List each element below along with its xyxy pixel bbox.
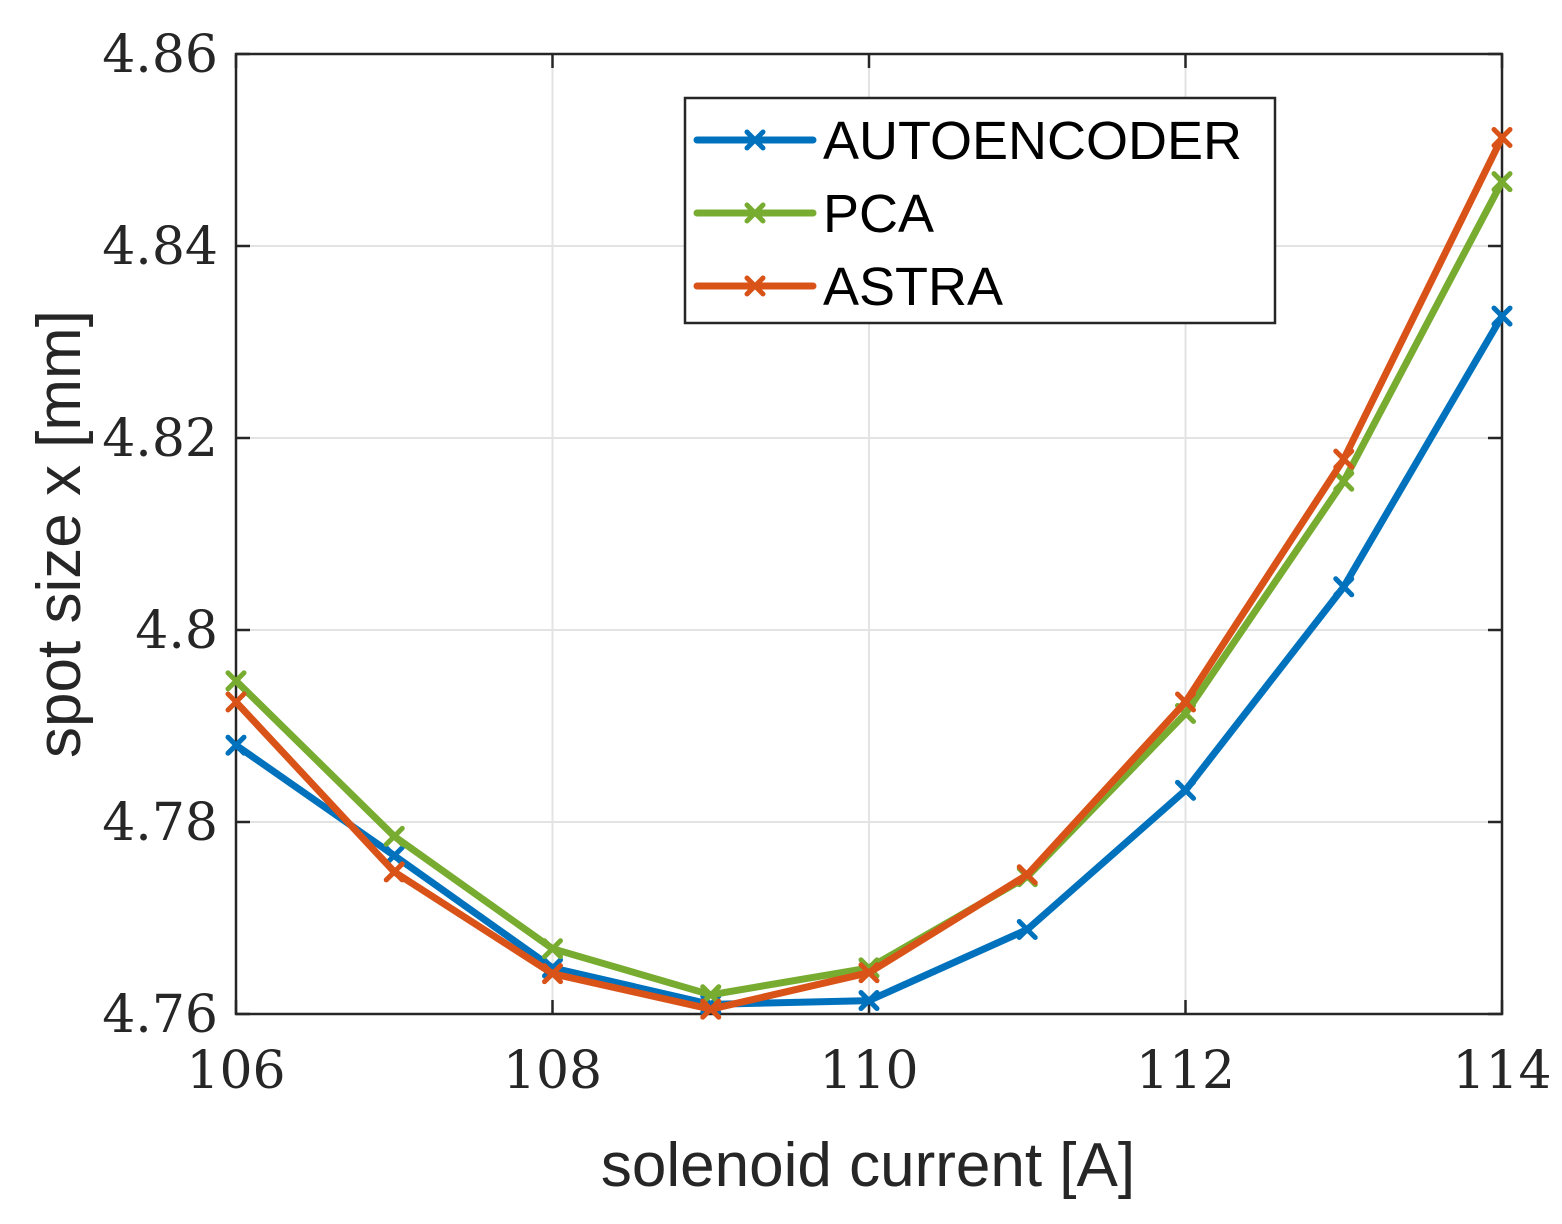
legend-marker-astra (744, 275, 766, 297)
x-tick-label-4: 114 (1452, 1041, 1551, 1101)
point-pca-7 (1333, 470, 1355, 492)
point-autoencoder-8 (1491, 305, 1513, 327)
point-astra-8-stroke-b (1491, 127, 1513, 149)
x-tick-label-0: 106 (186, 1041, 285, 1101)
point-pca-2-stroke-b (542, 938, 563, 960)
point-astra-0-stroke-b (225, 691, 247, 713)
point-autoencoder-1-stroke-b (383, 845, 405, 867)
x-axis-title: solenoid current [A] (601, 1131, 1135, 1200)
point-pca-8 (1491, 171, 1513, 193)
y-axis-title: spot size x [mm] (25, 310, 94, 758)
series-lines (225, 127, 1513, 1020)
point-astra-7-stroke-b (1333, 448, 1355, 470)
y-tick-label-4: 4.84 (102, 217, 218, 277)
point-autoencoder-5-stroke-b (1016, 919, 1038, 941)
point-astra-5 (1016, 864, 1038, 886)
point-pca-3 (700, 984, 722, 1006)
legend-label-astra: ASTRA (823, 257, 1003, 317)
legend-label-pca: PCA (823, 184, 934, 244)
point-pca-1 (383, 825, 405, 847)
point-autoencoder-1 (383, 845, 405, 867)
point-autoencoder-8-stroke-b (1491, 305, 1513, 327)
point-autoencoder-4-stroke-b (858, 990, 880, 1012)
point-astra-1-stroke-b (383, 861, 405, 883)
point-astra-0 (225, 691, 247, 713)
legend-marker-autoencoder (744, 129, 766, 151)
point-autoencoder-7 (1333, 576, 1355, 598)
point-pca-3-stroke-b (700, 984, 722, 1006)
point-astra-8 (1491, 127, 1513, 149)
y-tick-label-2: 4.8 (135, 601, 218, 661)
point-autoencoder-7-stroke-b (1333, 576, 1355, 598)
point-pca-0-stroke-b (225, 670, 247, 692)
point-astra-5-stroke-b (1016, 864, 1038, 886)
point-pca-7-stroke-b (1333, 470, 1355, 492)
x-tick-label-2: 110 (819, 1041, 918, 1101)
point-astra-6-stroke-b (1175, 691, 1196, 713)
point-pca-1-stroke-b (383, 825, 405, 847)
point-autoencoder-0-stroke-b (225, 734, 247, 756)
point-astra-4 (858, 962, 880, 984)
x-tick-label-1: 108 (503, 1041, 602, 1101)
point-autoencoder-5 (1016, 919, 1038, 941)
point-pca-8-stroke-b (1491, 171, 1513, 193)
point-astra-3 (700, 998, 722, 1020)
y-tick-label-1: 4.78 (102, 793, 218, 853)
point-autoencoder-0 (225, 734, 247, 756)
x-tick-label-3: 112 (1136, 1041, 1235, 1101)
point-astra-2 (542, 963, 563, 985)
legend: AUTOENCODER PCA ASTRA (683, 96, 1277, 325)
point-astra-4-stroke-b (858, 962, 880, 984)
point-astra-3-stroke-b (700, 998, 722, 1020)
point-astra-7 (1333, 448, 1355, 470)
legend-marker-astra-stroke-b (744, 275, 766, 297)
point-astra-2-stroke-b (542, 963, 563, 985)
point-astra-6 (1175, 691, 1196, 713)
y-tick-label-5: 4.86 (102, 25, 218, 85)
point-astra-1 (383, 861, 405, 883)
axes (234, 52, 1504, 1016)
y-tick-label-3: 4.82 (102, 409, 218, 469)
point-pca-0 (225, 670, 247, 692)
legend-label-autoencoder: AUTOENCODER (823, 111, 1242, 171)
legend-marker-pca-stroke-b (744, 202, 766, 224)
point-pca-2 (542, 938, 563, 960)
point-autoencoder-4 (858, 990, 880, 1012)
y-tick-label-0: 4.76 (102, 985, 218, 1045)
legend-marker-pca (744, 202, 766, 224)
legend-marker-autoencoder-stroke-b (744, 129, 766, 151)
point-autoencoder-6 (1175, 779, 1196, 801)
point-autoencoder-6-stroke-b (1175, 779, 1196, 801)
tick-labels: 106 108 110 112 114 4.76 4.78 4.8 4.82 4.84 4.86 (102, 25, 1551, 1101)
